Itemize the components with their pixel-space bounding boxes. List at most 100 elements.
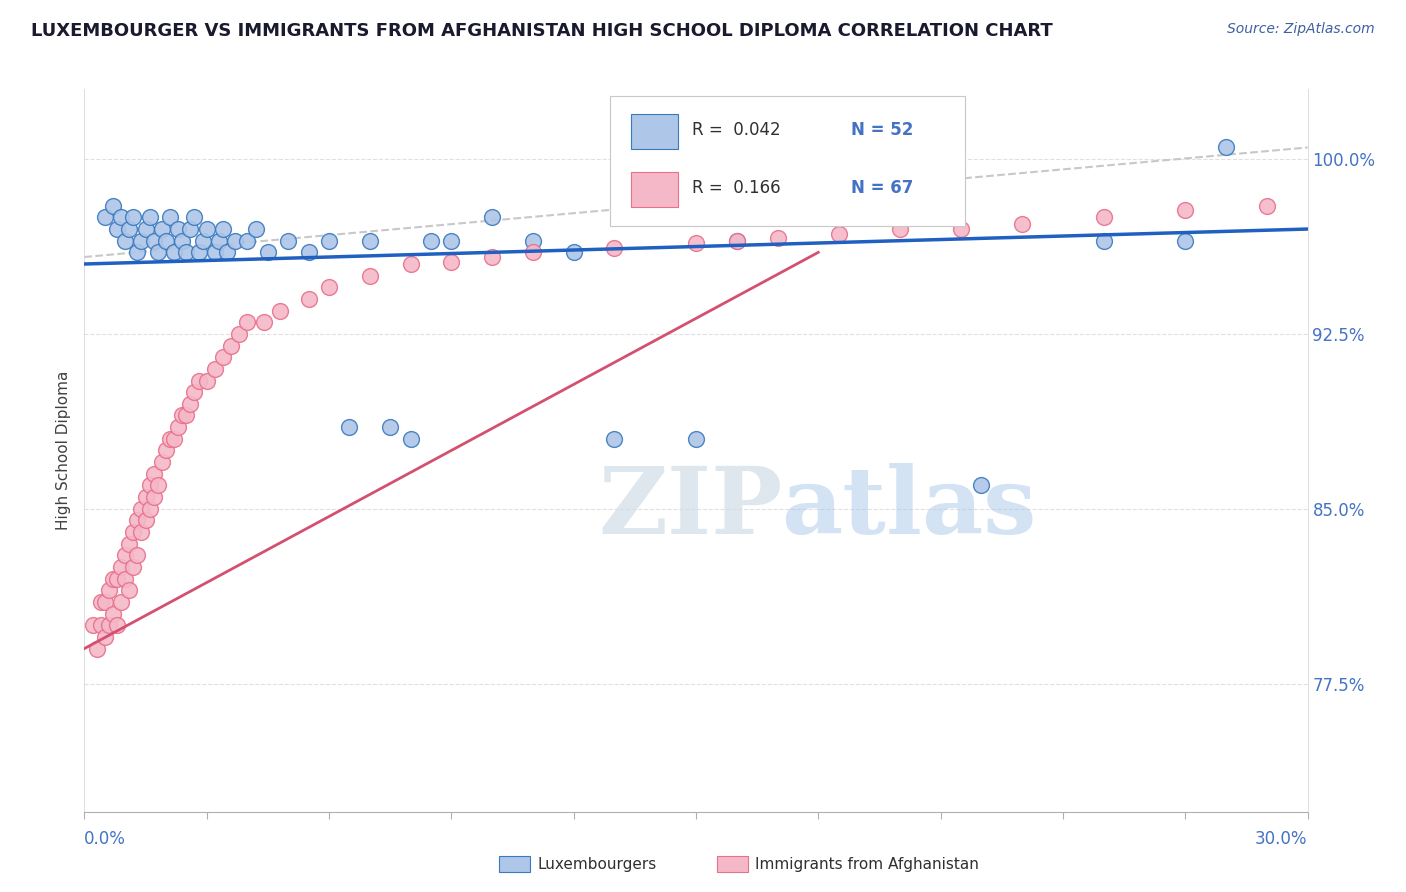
Point [138,478,160,492]
Point [359,268,381,283]
Point [889,222,911,236]
Point [159,211,181,225]
Point [269,303,291,318]
Point [114,234,136,248]
Point [253,315,276,329]
Point [236,315,259,329]
Point [399,257,422,271]
Text: 0.0%: 0.0% [84,830,127,848]
FancyBboxPatch shape [610,96,965,227]
Point [359,234,381,248]
Point [224,234,246,248]
Point [114,549,136,563]
Point [174,245,197,260]
Point [562,245,585,260]
Text: Source: ZipAtlas.com: Source: ZipAtlas.com [1227,22,1375,37]
Point [131,501,153,516]
Text: R =  0.166: R = 0.166 [692,179,780,197]
Point [138,501,160,516]
Point [187,374,209,388]
Point [204,362,226,376]
Point [163,432,186,446]
Text: N = 67: N = 67 [851,179,914,197]
Point [1174,203,1197,218]
Point [1092,211,1115,225]
Point [195,374,218,388]
Point [135,513,157,527]
Point [97,618,120,632]
Point [142,234,165,248]
Point [118,222,141,236]
Point [950,222,973,236]
Point [481,250,503,264]
Point [122,560,145,574]
Point [1174,234,1197,248]
Point [298,292,321,306]
Point [131,234,153,248]
Point [685,432,707,446]
Point [179,222,201,236]
Point [970,478,993,492]
Point [105,618,128,632]
Point [110,595,132,609]
Text: R =  0.042: R = 0.042 [692,121,780,139]
Point [86,641,108,656]
Point [1092,234,1115,248]
Point [101,607,124,621]
Point [93,630,115,644]
Point [204,245,226,260]
Point [380,420,402,434]
Point [105,572,128,586]
Point [90,595,112,609]
Point [603,432,626,446]
Point [127,245,149,260]
Point [167,420,190,434]
Point [725,234,748,248]
Point [146,245,169,260]
Point [685,235,707,250]
Point [122,211,145,225]
Point [228,326,250,341]
Point [1011,218,1033,232]
Point [155,443,177,458]
Point [1215,140,1237,154]
Point [187,245,209,260]
Point [277,234,299,248]
Point [420,234,443,248]
Point [110,211,132,225]
Text: ZIP: ZIP [598,463,782,553]
Point [219,338,242,352]
Point [146,478,169,492]
Point [399,432,422,446]
Point [725,234,748,248]
Point [440,234,463,248]
Point [440,254,463,268]
Point [127,549,149,563]
Point [155,234,177,248]
Point [339,420,361,434]
Point [212,222,235,236]
Text: Immigrants from Afghanistan: Immigrants from Afghanistan [755,857,979,871]
Text: N = 52: N = 52 [851,121,914,139]
Point [603,241,626,255]
Y-axis label: High School Diploma: High School Diploma [56,371,72,530]
Point [318,280,340,294]
Point [118,583,141,598]
Point [522,234,544,248]
Text: Luxembourgers: Luxembourgers [537,857,657,871]
Point [90,618,112,632]
Point [481,211,503,225]
Point [1256,199,1278,213]
Point [127,513,149,527]
Point [101,572,124,586]
FancyBboxPatch shape [631,114,678,149]
Text: atlas: atlas [782,463,1038,553]
Point [135,222,157,236]
Text: 30.0%: 30.0% [1256,830,1308,848]
FancyBboxPatch shape [631,172,678,207]
Point [163,245,186,260]
Point [150,455,173,469]
Point [172,409,194,423]
Point [174,409,197,423]
Point [828,227,851,241]
